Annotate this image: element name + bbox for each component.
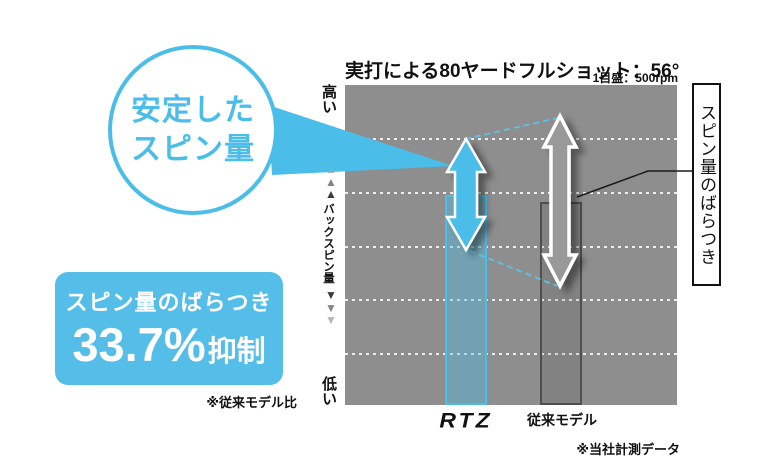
- y-axis-down-arrows: ▼ ▼ ▼: [322, 289, 340, 327]
- triangle-up-icon: ▲: [325, 174, 337, 189]
- y-axis-low-label: 低い: [320, 376, 337, 406]
- stat-label: スピン量のばらつき: [65, 290, 273, 315]
- right-label-box: スピン量のばらつき: [692, 83, 721, 286]
- chart-title: 実打による80ヤードフルショット：56°: [345, 61, 680, 82]
- y-axis-high-label: 高い: [320, 84, 337, 114]
- scale-note: 1目盛：500rpm: [592, 71, 678, 85]
- stat-suffix: 抑制: [207, 336, 266, 368]
- stat-box: スピン量のばらつき 33.7% 抑制: [55, 272, 283, 385]
- triangle-up-icon: ▲: [325, 187, 337, 201]
- bar-conventional: [540, 202, 582, 405]
- gridline: [345, 353, 677, 355]
- gridline: [345, 192, 677, 194]
- gridline: [345, 246, 677, 248]
- stat-value-line: 33.7% 抑制: [55, 317, 283, 372]
- stat-note: ※従来モデル比: [206, 395, 297, 410]
- triangle-down-icon: ▼: [325, 300, 337, 315]
- gridline: [345, 138, 677, 140]
- y-axis-up-arrows: ▲ ▲ ▲: [322, 163, 340, 201]
- plot-area: [345, 85, 677, 405]
- triangle-down-icon: ▼: [325, 313, 337, 327]
- callout-circle: 安定した スピン量: [108, 45, 278, 215]
- y-axis-title: バックスピン量: [322, 203, 334, 284]
- callout-line1: 安定した: [131, 94, 255, 127]
- stat-value: 33.7%: [72, 318, 206, 371]
- triangle-up-icon: ▲: [325, 162, 337, 176]
- callout-line2: スピン量: [131, 133, 255, 166]
- rtz-logo: RTZ: [439, 408, 493, 432]
- right-label-text: スピン量のばらつき: [697, 103, 716, 266]
- x-label-conventional: 従来モデル: [527, 412, 597, 428]
- bar-rtz: [445, 195, 487, 405]
- triangle-down-icon: ▼: [325, 288, 337, 302]
- source-note: ※当社計測データ: [576, 442, 680, 457]
- gridline: [345, 299, 677, 301]
